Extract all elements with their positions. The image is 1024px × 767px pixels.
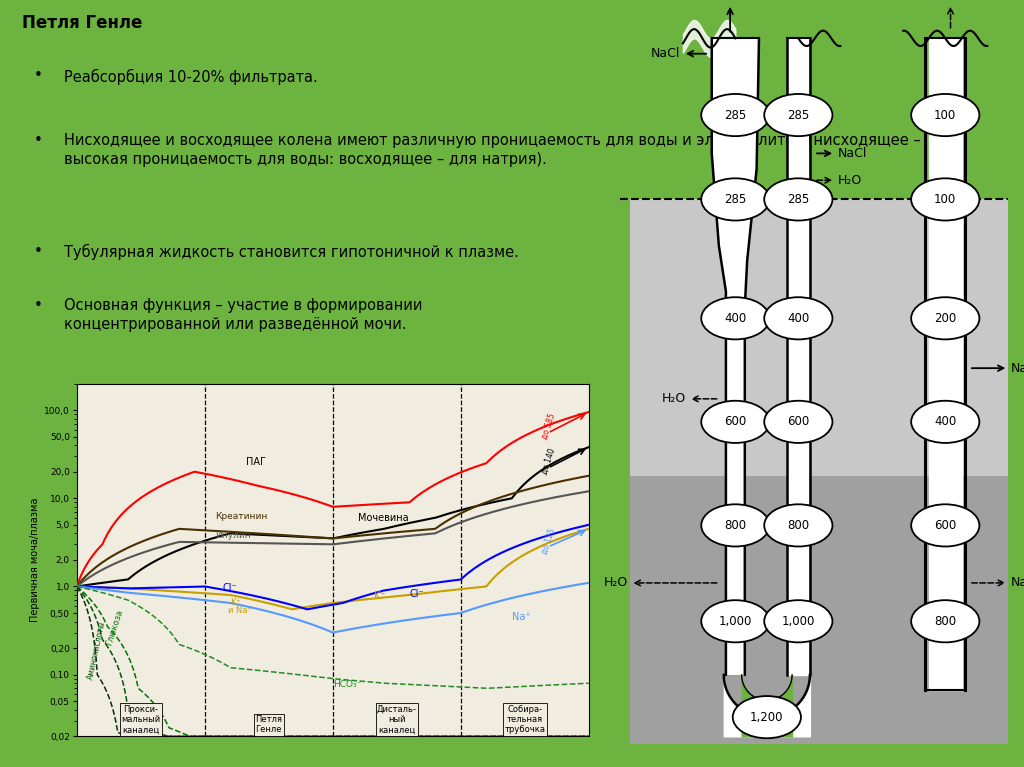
Text: NaCl: NaCl — [1011, 362, 1024, 374]
Ellipse shape — [764, 94, 833, 136]
Ellipse shape — [764, 600, 833, 643]
Text: 1,000: 1,000 — [719, 615, 752, 627]
Text: 800: 800 — [724, 519, 746, 532]
Text: Cl⁻: Cl⁻ — [410, 590, 424, 600]
Text: 400: 400 — [724, 312, 746, 324]
Text: H₂O: H₂O — [662, 393, 685, 405]
Ellipse shape — [733, 696, 801, 738]
Ellipse shape — [701, 94, 769, 136]
Text: Реабсорбция 10-20% фильтрата.: Реабсорбция 10-20% фильтрата. — [63, 68, 317, 84]
Text: NaCl: NaCl — [838, 147, 867, 160]
Text: •: • — [34, 68, 43, 84]
Text: до 585: до 585 — [541, 412, 557, 440]
Text: Белок: Белок — [121, 705, 132, 729]
Text: 800: 800 — [934, 615, 956, 627]
Y-axis label: Первичная моча/плазма: Первичная моча/плазма — [30, 498, 40, 622]
Text: до 140: до 140 — [541, 447, 557, 476]
Ellipse shape — [701, 505, 769, 546]
Text: Креатинин: Креатинин — [215, 512, 267, 521]
Text: 600: 600 — [724, 416, 746, 428]
Ellipse shape — [764, 298, 833, 340]
Text: 1,200: 1,200 — [751, 711, 783, 723]
Text: NaCl: NaCl — [1011, 577, 1024, 589]
Ellipse shape — [701, 179, 769, 221]
Text: H₂O: H₂O — [603, 577, 628, 589]
Text: •: • — [34, 133, 43, 147]
Text: Петля Генле: Петля Генле — [23, 15, 142, 32]
Text: 400: 400 — [787, 312, 809, 324]
Ellipse shape — [701, 600, 769, 643]
Text: и Na⁺: и Na⁺ — [227, 606, 252, 615]
Ellipse shape — [911, 505, 979, 546]
Text: Дисталь-
ный
каналец: Дисталь- ный каналец — [377, 705, 417, 735]
Text: 100: 100 — [934, 109, 956, 121]
Text: Глюкоза: Глюкоза — [104, 608, 125, 647]
Ellipse shape — [764, 179, 833, 221]
Text: 600: 600 — [787, 416, 809, 428]
Text: Мочевина: Мочевина — [358, 513, 409, 523]
Text: Инулин: Инулин — [215, 532, 251, 541]
Text: •: • — [34, 244, 43, 259]
Text: HCO₃⁻: HCO₃⁻ — [333, 680, 361, 690]
Ellipse shape — [911, 600, 979, 643]
Polygon shape — [712, 38, 759, 675]
Text: Аминокислоты: Аминокислоты — [86, 621, 108, 680]
Text: 285: 285 — [787, 193, 809, 206]
Text: Собира-
тельная
трубочка: Собира- тельная трубочка — [504, 705, 546, 735]
Text: Основная функция – участие в формировании
концентрированной или разведённой мочи: Основная функция – участие в формировани… — [63, 298, 422, 332]
Text: Na⁺: Na⁺ — [512, 612, 530, 622]
Text: •: • — [34, 298, 43, 313]
Text: до 125: до 125 — [541, 527, 557, 555]
Text: Прокси-
мальный
каналец: Прокси- мальный каналец — [121, 705, 161, 735]
Text: 285: 285 — [787, 109, 809, 121]
Text: NaCl: NaCl — [651, 48, 680, 60]
Ellipse shape — [764, 505, 833, 546]
Text: Тубулярная жидкость становится гипотоничной к плазме.: Тубулярная жидкость становится гипотонич… — [63, 244, 518, 260]
Ellipse shape — [911, 401, 979, 443]
Ellipse shape — [911, 179, 979, 221]
Text: 400: 400 — [934, 416, 956, 428]
Ellipse shape — [911, 298, 979, 340]
Ellipse shape — [701, 401, 769, 443]
Ellipse shape — [764, 401, 833, 443]
Text: 800: 800 — [787, 519, 809, 532]
Text: Cl⁻: Cl⁻ — [222, 584, 238, 594]
Text: K⁺: K⁺ — [374, 591, 385, 601]
Text: 200: 200 — [934, 312, 956, 324]
Text: Петля
Генле: Петля Генле — [255, 715, 283, 735]
Text: 1,000: 1,000 — [781, 615, 815, 627]
Text: Нисходящее и восходящее колена имеют различную проницаемость для воды и электрол: Нисходящее и восходящее колена имеют раз… — [63, 133, 921, 166]
Text: 285: 285 — [724, 109, 746, 121]
Text: 600: 600 — [934, 519, 956, 532]
Text: K⁺: K⁺ — [230, 597, 241, 607]
Text: 100: 100 — [934, 193, 956, 206]
Text: H₂O: H₂O — [838, 174, 862, 186]
Text: ПАГ: ПАГ — [246, 456, 266, 467]
Bar — [631, 199, 1009, 568]
Text: 285: 285 — [724, 193, 746, 206]
Ellipse shape — [911, 94, 979, 136]
Ellipse shape — [701, 298, 769, 340]
Bar — [631, 476, 1009, 744]
